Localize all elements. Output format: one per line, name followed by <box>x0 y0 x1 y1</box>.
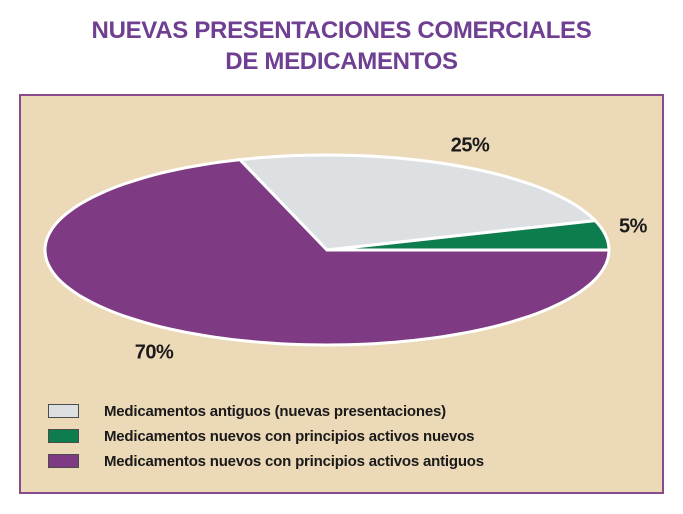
legend-row: Medicamentos nuevos con principios activ… <box>48 452 484 470</box>
chart-title-line1: NUEVAS PRESENTACIONES COMERCIALES <box>91 17 592 44</box>
chart-title-line2: DE MEDICAMENTOS <box>225 48 458 75</box>
legend: Medicamentos antiguos (nuevas presentaci… <box>48 402 484 477</box>
legend-swatch-green <box>48 429 79 443</box>
legend-row: Medicamentos nuevos con principios activ… <box>48 427 484 445</box>
legend-label: Medicamentos antiguos (nuevas presentaci… <box>104 402 446 420</box>
legend-swatch-gray <box>48 404 79 418</box>
legend-swatch-purple <box>48 454 79 468</box>
pie-label-green: 5% <box>619 215 647 238</box>
legend-label: Medicamentos nuevos con principios activ… <box>104 452 484 470</box>
legend-label: Medicamentos nuevos con principios activ… <box>104 427 475 445</box>
pie-label-gray: 25% <box>450 134 490 157</box>
pie-label-purple: 70% <box>134 341 174 364</box>
chart-title: NUEVAS PRESENTACIONES COMERCIALES DE MED… <box>0 15 683 77</box>
legend-row: Medicamentos antiguos (nuevas presentaci… <box>48 402 484 420</box>
